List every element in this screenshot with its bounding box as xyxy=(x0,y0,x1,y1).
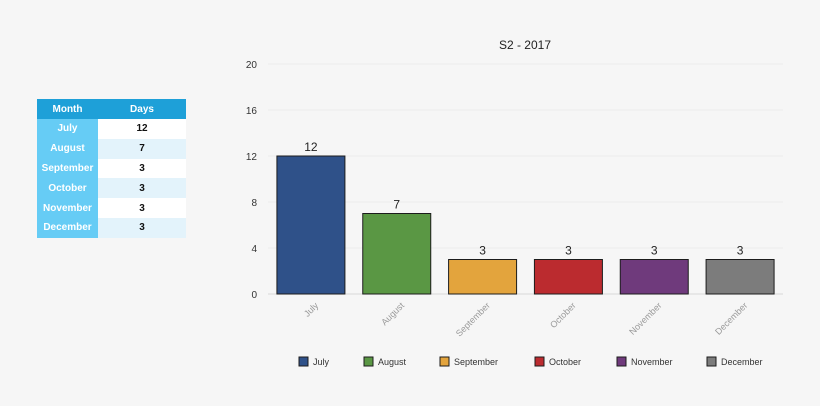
y-tick-label: 12 xyxy=(246,152,258,163)
table-row: August 7 xyxy=(37,138,186,159)
month-cell: July xyxy=(37,119,98,139)
bar-value-label: 3 xyxy=(651,244,658,258)
legend-swatch xyxy=(706,356,717,367)
bar xyxy=(448,259,518,295)
month-cell: November xyxy=(37,198,98,218)
month-cell: August xyxy=(37,138,98,159)
legend-swatch xyxy=(298,356,309,367)
legend-label: December xyxy=(721,357,763,367)
bar-value-label: 3 xyxy=(479,244,486,258)
days-table: Month Days July 12 August 7 September 3 … xyxy=(37,99,186,238)
legend-label: September xyxy=(454,357,498,367)
x-tick-label: December xyxy=(713,300,749,336)
month-cell: December xyxy=(37,217,98,238)
table-header-row: Month Days xyxy=(37,99,186,119)
days-cell: 12 xyxy=(98,119,186,139)
x-tick-label: October xyxy=(548,300,578,330)
bar xyxy=(533,259,603,295)
days-cell: 7 xyxy=(98,138,186,159)
bar xyxy=(705,259,775,295)
legend-label: October xyxy=(549,357,581,367)
bar-value-label: 7 xyxy=(393,198,400,212)
x-tick-label: July xyxy=(302,300,321,319)
month-column-header: Month xyxy=(37,99,98,119)
days-cell: 3 xyxy=(98,198,186,218)
x-tick-label: September xyxy=(454,300,492,338)
y-tick-label: 0 xyxy=(251,290,257,301)
bar xyxy=(276,155,346,295)
table-row: December 3 xyxy=(37,217,186,238)
days-cell: 3 xyxy=(98,158,186,179)
y-tick-label: 4 xyxy=(251,244,257,255)
y-tick-label: 20 xyxy=(246,60,258,71)
days-cell: 3 xyxy=(98,178,186,199)
legend-label: August xyxy=(378,357,407,367)
bar xyxy=(619,259,689,295)
y-tick-label: 16 xyxy=(246,106,258,117)
chart-title: S2 - 2017 xyxy=(499,38,551,52)
x-tick-label: November xyxy=(627,300,663,336)
days-column-header: Days xyxy=(98,99,186,119)
legend-label: July xyxy=(313,357,330,367)
table-row: September 3 xyxy=(37,158,186,179)
x-tick-label: August xyxy=(379,300,406,327)
legend-swatch xyxy=(363,356,374,367)
days-cell: 3 xyxy=(98,217,186,238)
legend-label: November xyxy=(631,357,673,367)
legend-swatch xyxy=(439,356,450,367)
table-row: July 12 xyxy=(37,119,186,139)
month-cell: October xyxy=(37,178,98,199)
month-cell: September xyxy=(37,158,98,179)
table-row: November 3 xyxy=(37,198,186,218)
bar-value-label: 3 xyxy=(737,244,744,258)
legend-swatch xyxy=(616,356,627,367)
table-row: October 3 xyxy=(37,178,186,199)
bar-value-label: 12 xyxy=(304,140,318,154)
y-tick-label: 8 xyxy=(251,198,257,209)
bar xyxy=(362,213,432,295)
bar-value-label: 3 xyxy=(565,244,572,258)
legend-swatch xyxy=(534,356,545,367)
